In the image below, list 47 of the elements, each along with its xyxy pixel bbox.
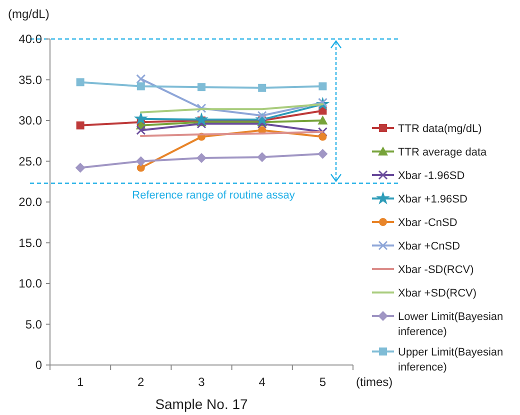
legend-label: Upper Limit(Bayesian inference)	[398, 346, 504, 374]
legend-label: TTR average data	[398, 146, 488, 158]
legend-label: Lower Limit(Bayesian inference)	[398, 311, 504, 338]
ref-line-label: Reference range of routine assay	[132, 189, 296, 202]
x-tick-label: 4	[258, 375, 266, 389]
y-tick-label: 10.0	[18, 276, 42, 290]
point	[75, 162, 86, 173]
y-tick-label: 40.0	[18, 32, 42, 46]
x-tick-label: 1	[76, 375, 84, 389]
y-tick-label: 30.0	[18, 114, 42, 128]
legend-label: Xbar +1.96SD	[398, 194, 468, 206]
point	[318, 82, 327, 90]
point	[318, 132, 327, 141]
x-tick-label: 2	[138, 375, 145, 389]
point	[318, 116, 328, 124]
x-tick-label: 3	[198, 375, 206, 389]
point	[257, 152, 268, 162]
y-tick-label: 0	[35, 358, 42, 372]
legend-label: Xbar +CnSD	[398, 240, 460, 252]
point	[76, 78, 84, 86]
point	[318, 127, 328, 137]
point	[134, 112, 148, 125]
point	[136, 126, 146, 136]
point	[136, 82, 145, 90]
y-tick-label: 20.0	[18, 195, 42, 209]
y-tick-label: 25.0	[18, 154, 42, 168]
point	[136, 74, 146, 84]
x-axis-title: (times)	[356, 375, 393, 389]
legend-label: Xbar -CnSD	[398, 217, 458, 229]
y-axis-title: (mg/dL)	[8, 7, 50, 21]
legend-label: Xbar -SD(RCV)	[398, 264, 474, 276]
point	[194, 112, 208, 126]
point	[198, 83, 206, 92]
legend-label: Xbar +SD(RCV)	[398, 288, 477, 300]
legend-label: Xbar -1.96SD	[398, 170, 465, 182]
point	[196, 104, 206, 114]
point	[258, 84, 266, 92]
point	[196, 152, 206, 163]
x-tick-label: 5	[319, 375, 326, 389]
y-tick-label: 5.0	[25, 317, 42, 332]
point	[136, 156, 146, 166]
point	[76, 121, 84, 130]
point	[318, 148, 328, 159]
y-tick-label: 15.0	[18, 236, 42, 250]
text: Sample No. 17	[155, 396, 248, 412]
legend-label: TTR data(mg/dL)	[398, 123, 482, 135]
y-tick-label: 35.0	[18, 72, 42, 87]
